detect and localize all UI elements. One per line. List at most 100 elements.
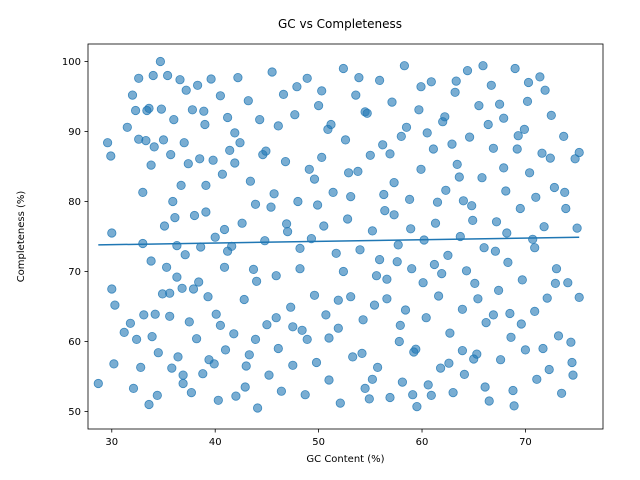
data-point (488, 143, 498, 153)
data-point (414, 105, 424, 115)
data-point (572, 223, 582, 233)
data-point (198, 369, 208, 379)
data-point (220, 345, 231, 355)
data-point (306, 234, 316, 244)
data-point (406, 224, 416, 234)
data-point (480, 382, 490, 392)
x-tick-label: 60 (416, 437, 429, 448)
data-point (435, 363, 446, 373)
data-point (542, 293, 552, 303)
data-point (312, 200, 323, 210)
data-point (365, 150, 375, 160)
data-point (317, 152, 327, 162)
data-point (119, 327, 129, 337)
data-point (209, 359, 219, 369)
data-point (172, 241, 182, 251)
data-point (179, 138, 189, 148)
data-point (273, 121, 283, 131)
data-point (510, 63, 520, 74)
data-point (537, 148, 547, 158)
data-point (561, 203, 571, 214)
data-point (163, 70, 173, 81)
data-point (538, 343, 548, 354)
data-point (432, 197, 443, 207)
trend-line-group (98, 236, 580, 246)
data-point (141, 136, 151, 146)
x-tick-label: 70 (519, 437, 532, 448)
data-point (194, 277, 204, 287)
data-point (223, 112, 233, 123)
data-point (286, 302, 296, 312)
data-point (570, 154, 580, 164)
x-axis-label: GC Content (%) (306, 454, 384, 465)
data-point (385, 392, 395, 403)
data-point (103, 138, 113, 148)
data-point (394, 336, 404, 347)
data-point (416, 164, 426, 174)
y-tick-label: 80 (68, 197, 81, 208)
data-point (372, 362, 383, 372)
data-point (250, 199, 261, 209)
data-point (271, 271, 281, 281)
data-point (144, 103, 154, 114)
data-point (399, 61, 409, 71)
trend-line (98, 236, 580, 246)
data-point (168, 196, 178, 207)
data-point (152, 390, 162, 400)
data-point (139, 310, 149, 320)
data-point (282, 227, 293, 237)
data-point (516, 319, 526, 329)
data-point (215, 91, 225, 101)
data-point (494, 99, 505, 109)
data-point (367, 226, 377, 236)
data-point (180, 250, 190, 260)
x-tick-label: 40 (209, 437, 222, 448)
data-point (512, 144, 522, 154)
data-point (107, 228, 117, 238)
data-point (181, 85, 191, 95)
y-tick-label: 90 (68, 127, 81, 138)
data-point (169, 115, 179, 125)
data-point (208, 155, 218, 165)
data-point (338, 266, 348, 277)
data-point (530, 306, 540, 316)
data-point (300, 390, 310, 400)
data-point (559, 131, 569, 141)
data-point (531, 192, 541, 202)
data-point (382, 294, 392, 304)
data-point (255, 115, 265, 125)
data-point (293, 196, 303, 207)
data-point (346, 192, 356, 202)
data-point (478, 61, 488, 71)
data-point (491, 217, 502, 227)
data-point (433, 291, 444, 301)
data-point (243, 96, 253, 106)
data-point (165, 288, 175, 298)
data-point (411, 344, 421, 354)
data-point (495, 355, 506, 365)
data-point (148, 70, 158, 81)
data-point (302, 73, 312, 83)
data-point (273, 343, 283, 354)
data-point (385, 149, 395, 159)
data-point (201, 207, 211, 217)
data-point (264, 370, 274, 380)
data-point (343, 168, 354, 178)
data-point (235, 138, 245, 148)
data-point (422, 128, 432, 138)
data-point (462, 66, 473, 76)
data-point (567, 357, 577, 368)
data-point (524, 168, 535, 178)
data-point (544, 364, 554, 375)
data-point (517, 275, 527, 285)
data-point (568, 370, 578, 380)
data-point (506, 332, 516, 342)
data-point (342, 214, 353, 224)
data-point (397, 377, 407, 387)
data-point (266, 202, 276, 212)
data-point (550, 278, 561, 288)
data-point (396, 131, 406, 141)
data-point (513, 131, 523, 141)
y-tick-label: 60 (68, 337, 81, 348)
